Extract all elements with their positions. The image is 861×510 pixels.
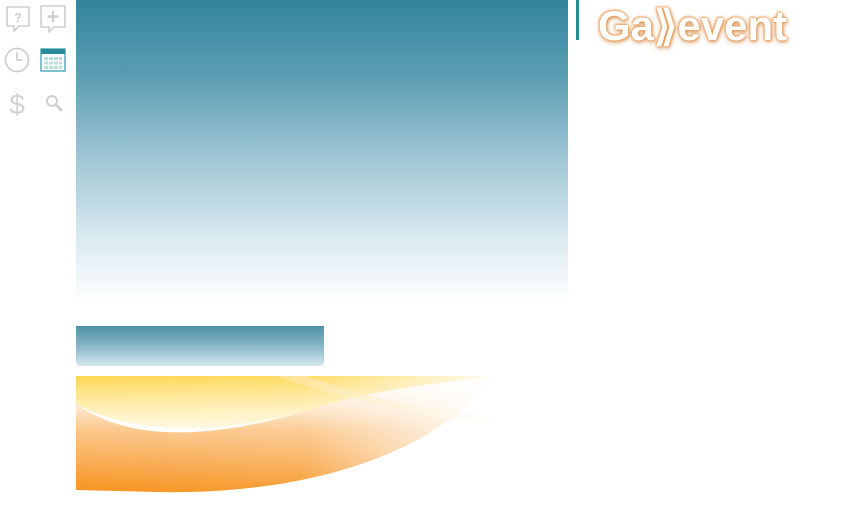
svg-text:?: ? xyxy=(14,10,22,25)
hero-banner xyxy=(76,0,568,304)
search-icon[interactable] xyxy=(39,86,69,120)
toolbar: ? $ xyxy=(0,0,76,130)
app-logo[interactable]: Ga⟫event xyxy=(598,2,788,49)
title-bar xyxy=(76,326,324,366)
logo-divider xyxy=(576,0,579,40)
dollar-icon[interactable]: $ xyxy=(2,86,32,120)
help-bubble-icon[interactable]: ? xyxy=(3,2,33,36)
clock-icon[interactable] xyxy=(2,43,32,77)
calendar-icon[interactable] xyxy=(38,42,68,76)
decorative-wave xyxy=(76,376,490,494)
add-comment-icon[interactable] xyxy=(38,2,68,36)
svg-text:$: $ xyxy=(9,89,25,119)
